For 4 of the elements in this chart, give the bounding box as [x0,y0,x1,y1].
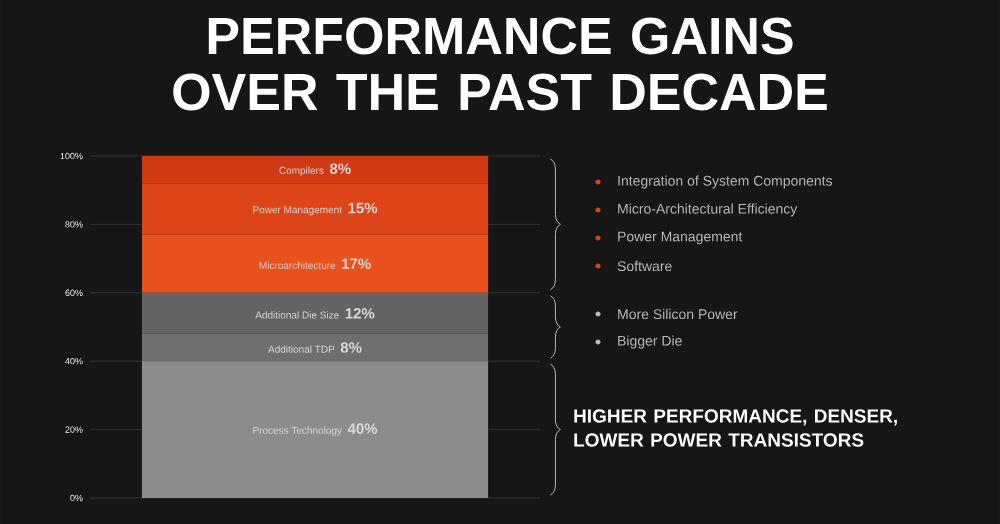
bar [141,155,489,184]
bar [141,361,489,498]
chart-title: PERFORMANCE GAINS OVER THE PAST DECADE [173,17,827,111]
text: HIGHER PERFORMANCE, DENSER, LOWER POWER TRANSISTORS [574,409,897,447]
